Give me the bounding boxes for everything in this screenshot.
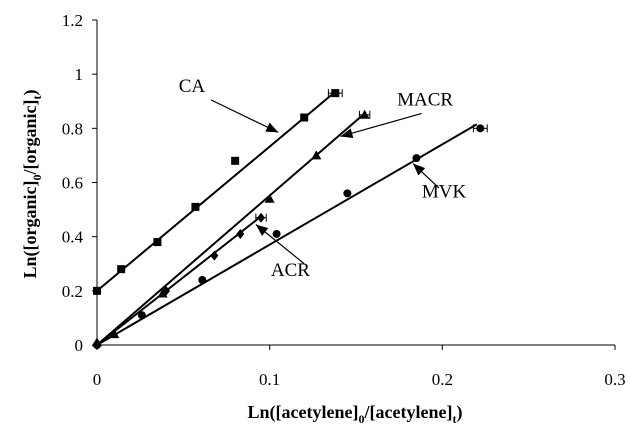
y-ticks: 0 0.2 0.4 0.6 0.8 1 1.2 [62, 11, 97, 355]
trend-line-mvk [96, 123, 478, 346]
annotation-arrow-macr [340, 112, 422, 138]
marker-mvk [476, 124, 485, 133]
trend-line-ca [96, 91, 336, 292]
marker-acr [210, 250, 219, 261]
annotation-arrowhead-acr [255, 224, 269, 236]
y-tick-label: 0.4 [62, 228, 84, 247]
marker-mvk [137, 311, 146, 320]
y-axis-title-sub2: t [30, 96, 44, 100]
trend-lines [96, 91, 478, 346]
y-tick-label: 0.8 [62, 119, 83, 138]
marker-mvk [272, 229, 281, 238]
marker-ca [153, 238, 162, 247]
marker-ca [331, 89, 340, 98]
y-tick-label: 1 [75, 65, 84, 84]
y-axis-title-base: Ln([organic] [20, 180, 41, 278]
y-axis-title-end: ) [20, 90, 41, 96]
marker-acr [236, 228, 245, 239]
x-tick-label: 0.1 [259, 370, 280, 389]
annotation-label-mvk: MVK [422, 181, 467, 202]
y-axis-title-sub1: 0 [30, 174, 44, 180]
marker-mvk [93, 341, 101, 349]
marker-macr [359, 109, 370, 119]
x-axis-title-sub1: 0 [359, 412, 365, 426]
y-tick-label: 0.2 [62, 282, 83, 301]
x-axis-title: Ln([acetylene]0/[acetylene]t) [248, 402, 463, 426]
annotations: CA MACR ACR MVK [179, 76, 467, 281]
annotation-label-acr: ACR [271, 260, 310, 281]
trend-line-macr [96, 112, 366, 346]
y-tick-label: 1.2 [62, 11, 83, 30]
trend-line-acr [96, 215, 262, 346]
annotation-arrowhead-mvk [412, 163, 426, 176]
x-axis-title-mid: /[acetylene] [364, 402, 453, 422]
y-tick-label: 0 [75, 336, 84, 355]
x-tick-label: 0.2 [432, 370, 453, 389]
annotation-label-macr: MACR [397, 89, 453, 110]
annotation-arrow-ca [210, 99, 279, 133]
marker-macr [157, 288, 168, 298]
x-axis-title-end: ) [456, 402, 462, 423]
marker-ca [93, 286, 101, 295]
plot-area: 0 0.2 0.4 0.6 0.8 1 1.2 0 0.1 0.2 0.3 CA MACR ACR MV… [62, 11, 626, 389]
data-markers [92, 89, 485, 350]
annotation-arrowhead-macr [340, 128, 354, 138]
marker-ca [231, 156, 240, 165]
marker-macr [311, 150, 322, 160]
annotation-arrowhead-ca [265, 122, 279, 133]
x-axis-title-sub2: t [452, 412, 456, 426]
x-ticks: 0 0.1 0.2 0.3 [93, 345, 626, 389]
marker-macr [264, 193, 275, 203]
y-tick-label: 0.6 [62, 174, 83, 193]
marker-ca [300, 113, 309, 122]
y-axis-title-mid: /[organic] [20, 100, 40, 176]
marker-acr [257, 212, 266, 223]
marker-ca [191, 202, 200, 211]
marker-ca [117, 265, 126, 274]
marker-mvk [343, 189, 352, 198]
marker-mvk [412, 154, 421, 163]
marker-acr [162, 285, 171, 296]
y-axis-title: Ln([organic]0/[organic]t) [20, 90, 44, 279]
annotation-label-ca: CA [179, 76, 206, 97]
x-tick-label: 0 [93, 370, 102, 389]
marker-macr [109, 329, 120, 339]
x-tick-label: 0.3 [604, 370, 625, 389]
x-axis-title-base: Ln([acetylene] [248, 402, 359, 423]
marker-mvk [198, 276, 207, 284]
